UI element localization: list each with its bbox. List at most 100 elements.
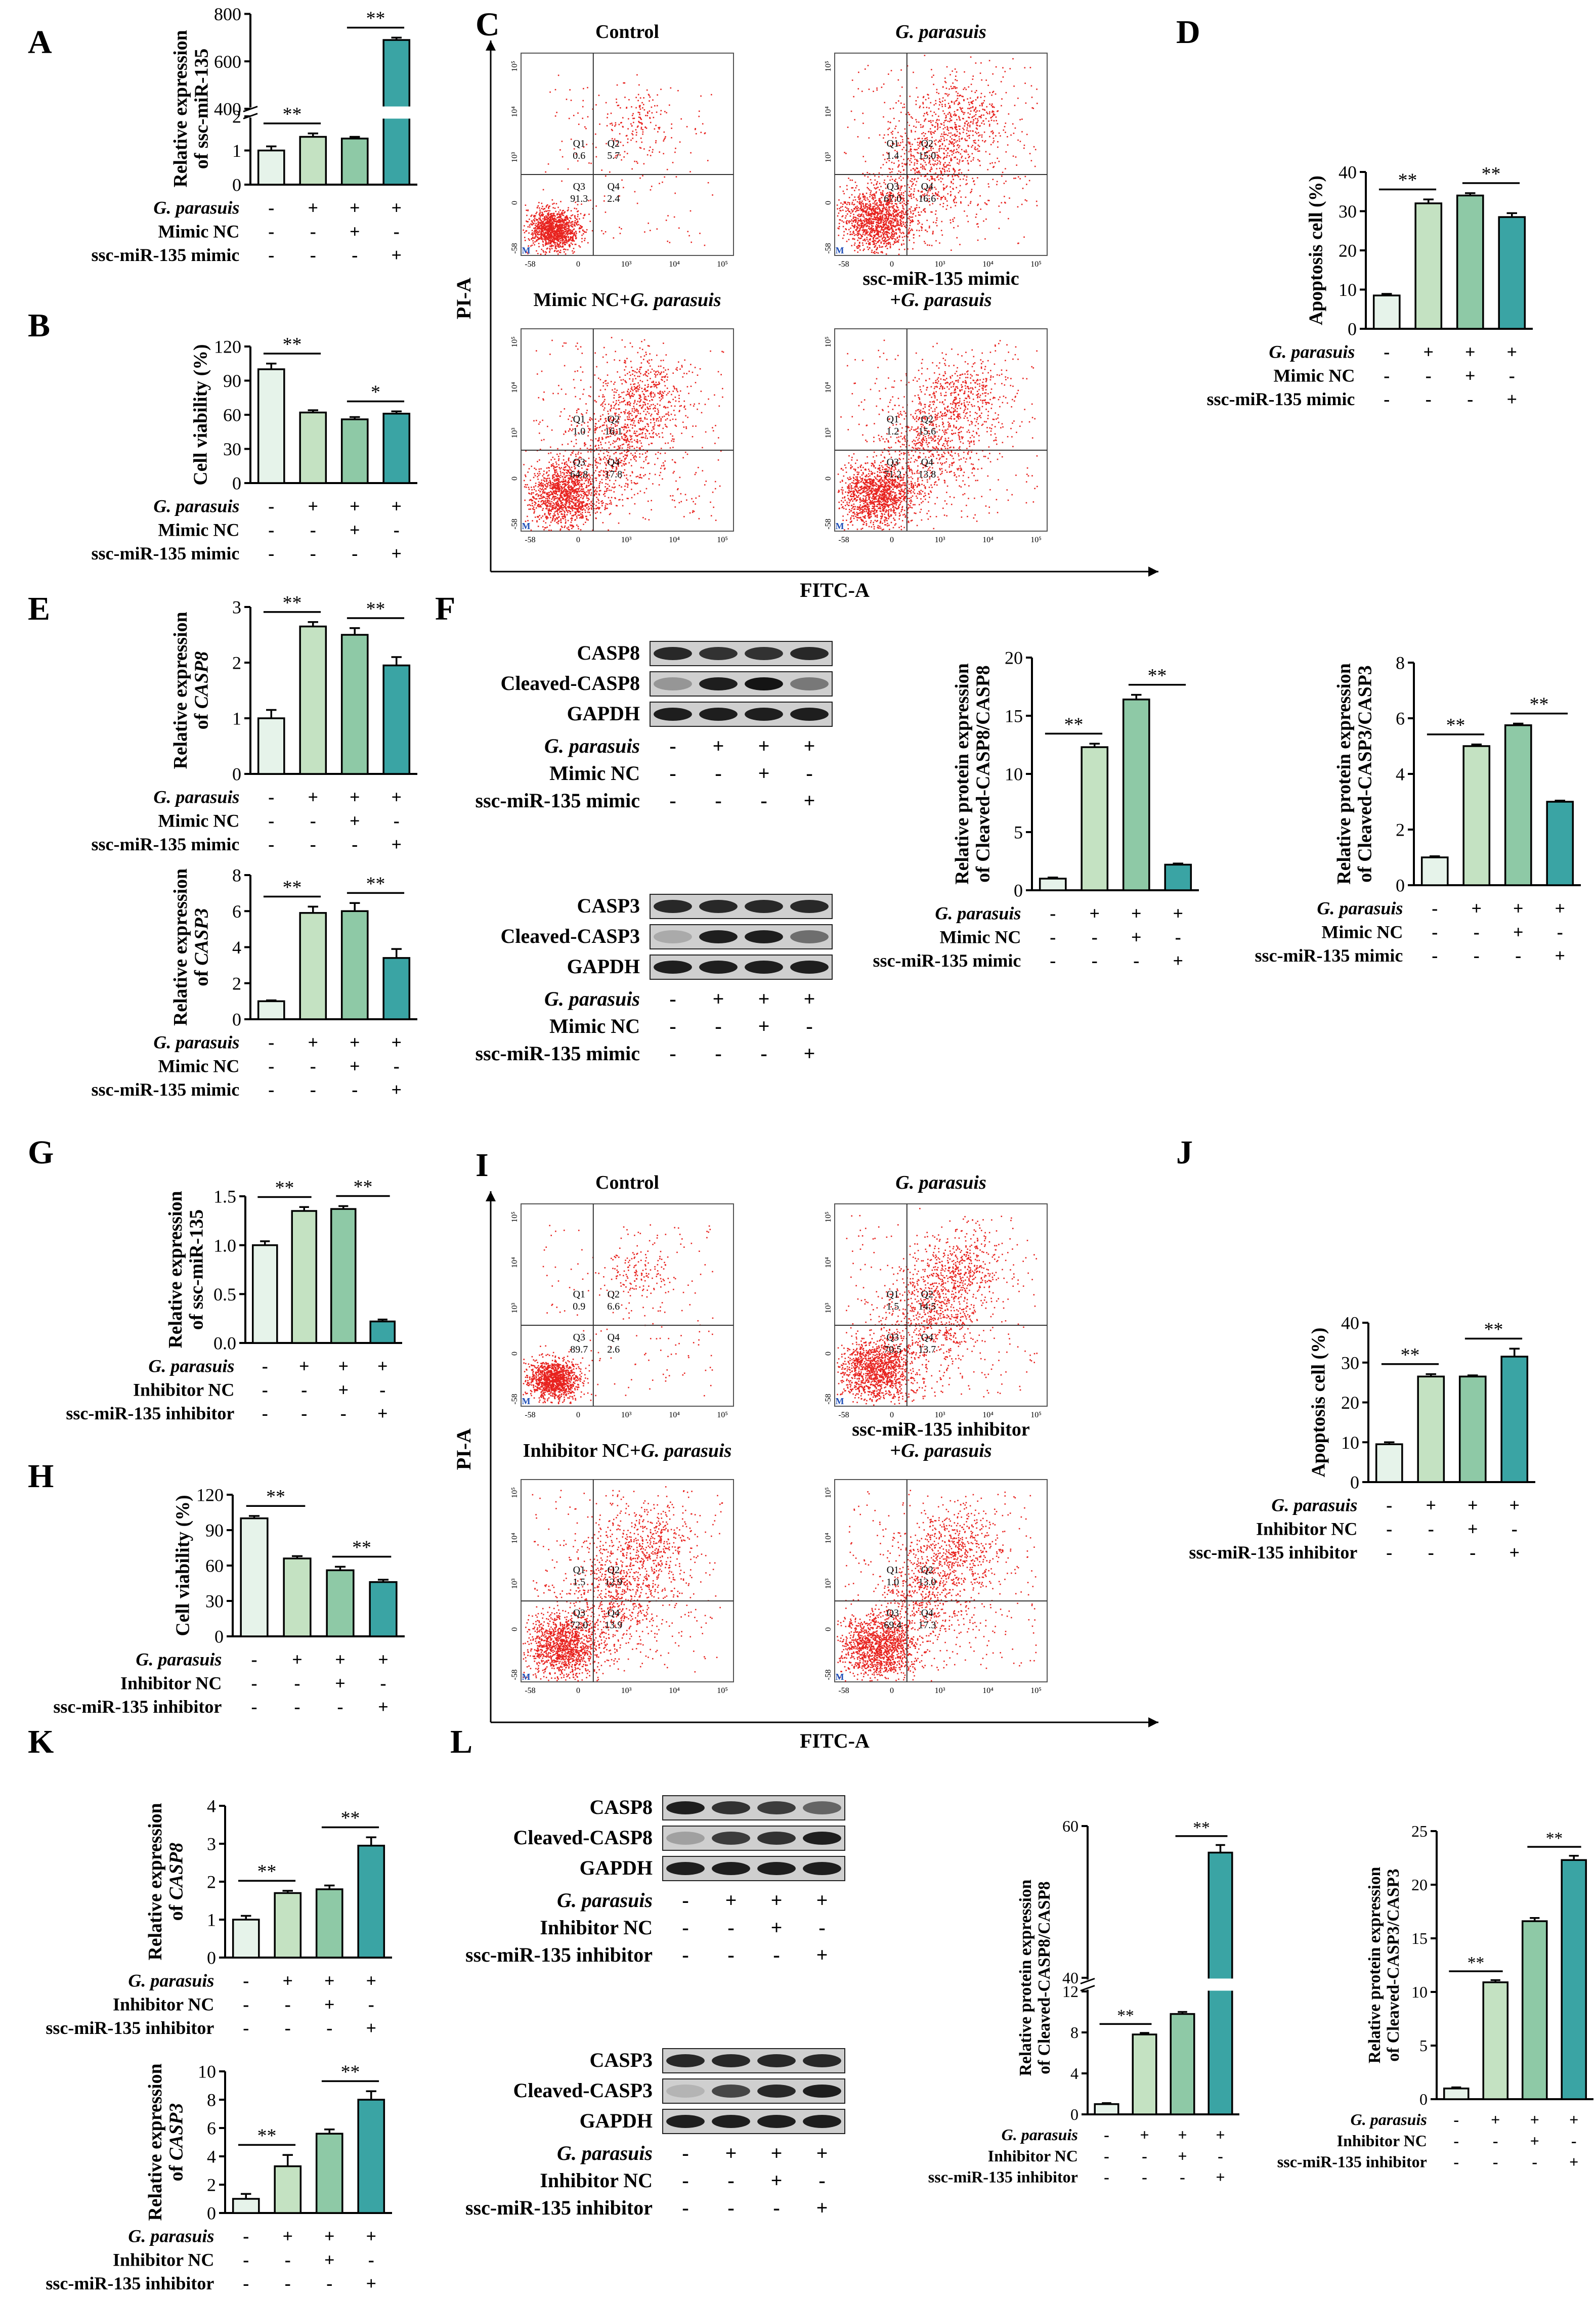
flow-event — [953, 179, 955, 181]
flow-event — [909, 160, 911, 161]
flow-x-tick: 0 — [576, 260, 580, 269]
flow-event — [552, 223, 554, 224]
y-tick-label: 1.0 — [213, 1235, 236, 1255]
group-sign: - — [268, 543, 274, 563]
group-sign: + — [1140, 2125, 1149, 2144]
flow-event — [956, 100, 958, 101]
flow-event — [628, 419, 630, 420]
flow-event — [891, 206, 893, 207]
flow-event — [873, 199, 874, 200]
group-sign: - — [262, 1403, 268, 1423]
flow-event — [902, 207, 904, 209]
flow-event — [944, 162, 946, 163]
y-tick-label: 10 — [1411, 1983, 1428, 2001]
flow-event — [545, 242, 546, 244]
flow-event — [862, 193, 864, 195]
flow-event — [951, 182, 952, 184]
flow-event — [875, 210, 876, 212]
flow-event — [856, 205, 858, 207]
flow-event — [550, 232, 551, 233]
flow-event — [884, 158, 886, 160]
flow-event — [551, 236, 553, 238]
flow-event — [947, 129, 950, 131]
flow-event — [887, 239, 889, 241]
flow-event — [543, 229, 545, 231]
y-axis-label: of Cleaved-CASP8/CASP8 — [1035, 1881, 1054, 2074]
flow-event — [872, 196, 874, 198]
flow-event — [897, 214, 898, 215]
flow-event — [929, 204, 931, 206]
flow-event — [586, 229, 588, 231]
flow-event — [953, 144, 954, 145]
flow-event — [968, 102, 970, 103]
flow-event — [890, 218, 891, 219]
group-sign: + — [378, 1650, 389, 1670]
flow-event — [537, 239, 538, 241]
flow-event — [936, 220, 937, 221]
flow-event — [909, 195, 911, 197]
flow-event — [901, 204, 903, 206]
flow-event — [978, 150, 980, 152]
flow-event — [896, 203, 897, 205]
bar — [315, 2133, 343, 2214]
flow-event — [943, 163, 945, 165]
flow-event — [557, 240, 559, 242]
flow-event — [546, 219, 548, 221]
flow-event — [878, 230, 879, 232]
flow-event — [626, 107, 627, 109]
flow-event — [622, 126, 624, 128]
group-sign: + — [1491, 2110, 1500, 2129]
flow-event — [577, 160, 579, 162]
flow-event — [528, 238, 530, 240]
flow-event — [651, 112, 653, 114]
flow-event — [852, 231, 854, 232]
flow-event — [953, 227, 955, 229]
flow-event — [926, 139, 928, 141]
flow-event — [532, 240, 534, 242]
flow-event — [873, 243, 874, 245]
flow-event — [874, 195, 876, 197]
flow-event — [547, 226, 549, 227]
flow-event — [951, 159, 953, 161]
flow-event — [574, 483, 575, 485]
y-axis-label: of Cleaved-CASP8/CASP8 — [972, 665, 994, 882]
flow-event — [850, 110, 852, 112]
flow-event — [569, 489, 571, 491]
flow-event — [662, 437, 664, 438]
flow-event — [553, 221, 554, 222]
flow-event — [897, 214, 899, 216]
flow-event — [613, 391, 615, 393]
flow-event — [900, 186, 902, 187]
flow-event — [936, 152, 938, 153]
flow-event — [893, 195, 895, 197]
flow-event — [883, 83, 885, 85]
flow-event — [879, 216, 881, 218]
flow-event — [914, 209, 916, 211]
flow-event — [962, 160, 964, 162]
flow-event — [574, 222, 576, 224]
flow-event — [872, 213, 874, 215]
flow-event — [1009, 68, 1011, 70]
flow-event — [558, 238, 560, 240]
flow-event — [869, 228, 871, 230]
significance-label: ** — [283, 592, 302, 614]
group-sign: + — [391, 245, 402, 265]
flow-event — [699, 233, 701, 234]
flow-event — [554, 231, 556, 233]
flow-event — [976, 121, 978, 123]
flow-event — [870, 238, 871, 240]
flow-event — [888, 195, 890, 197]
flow-event — [888, 233, 890, 234]
flow-event — [570, 100, 572, 101]
flow-event — [977, 97, 978, 99]
flow-event — [556, 225, 558, 227]
flow-event — [944, 171, 945, 172]
flow-event — [570, 210, 572, 212]
group-sign: - — [1384, 389, 1390, 409]
flow-event — [970, 191, 972, 192]
flow-event — [663, 131, 665, 133]
flow-event — [856, 229, 857, 231]
flow-event — [918, 147, 919, 149]
flow-event — [1003, 129, 1005, 131]
flow-event — [993, 132, 994, 134]
